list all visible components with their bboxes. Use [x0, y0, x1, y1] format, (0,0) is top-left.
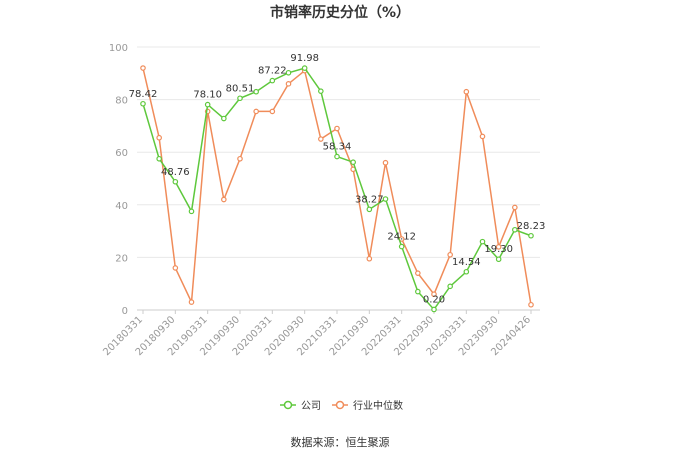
data-point [415, 288, 421, 295]
data-point [495, 244, 502, 250]
data-point [334, 153, 340, 160]
data-label: 24.12 [387, 232, 416, 243]
x-axis: 2018033120180930201903312019093020200331… [101, 309, 540, 358]
y-tick-label: 40 [115, 201, 128, 212]
y-axis: 0 20 40 60 80 100 [109, 43, 128, 317]
series-layer [140, 65, 534, 313]
data-point [204, 101, 211, 108]
legend-marker [283, 400, 293, 410]
data-point [431, 291, 437, 298]
data-point [447, 283, 453, 290]
data-point [318, 136, 324, 142]
data-point [269, 77, 276, 84]
data-label: 91.98 [290, 53, 319, 64]
data-point [156, 155, 162, 162]
data-point [528, 232, 534, 239]
data-label: 28.23 [517, 221, 546, 232]
data-point [479, 133, 486, 140]
y-tick-label: 80 [115, 96, 128, 107]
y-tick-label: 20 [115, 253, 128, 264]
data-point [382, 159, 389, 166]
data-point [495, 256, 502, 263]
data-point [463, 88, 470, 95]
legend-label: 公司 [301, 401, 321, 412]
data-point [188, 208, 195, 215]
chart-title: 市销率历史分位（%） [270, 4, 410, 21]
data-label: 0.20 [423, 294, 445, 305]
data-point [463, 268, 470, 275]
data-point [366, 255, 373, 262]
data-label: 48.76 [161, 167, 190, 178]
legend-item[interactable]: 行业中位数 [332, 399, 403, 412]
data-point [382, 196, 389, 202]
y-tick-label: 100 [109, 43, 128, 54]
data-point [334, 125, 340, 132]
data-point [398, 243, 405, 250]
data-point [285, 81, 292, 87]
legend-label: 行业中位数 [353, 399, 403, 412]
data-point [221, 196, 227, 203]
data-point [221, 115, 227, 122]
data-label: 78.10 [193, 90, 222, 101]
data-label: 19.30 [484, 244, 513, 255]
data-label: 78.42 [129, 89, 158, 100]
data-point [366, 206, 373, 213]
data-label: 87.22 [258, 66, 287, 77]
data-point [512, 204, 518, 211]
data-point [253, 108, 259, 115]
source-note: 数据来源：恒生聚源 [291, 435, 390, 449]
data-point [237, 155, 243, 162]
data-point [512, 226, 518, 233]
data-label: 14.54 [452, 257, 481, 268]
data-point [447, 251, 453, 258]
data-point [528, 301, 534, 308]
data-label: 80.51 [226, 83, 255, 94]
data-point [188, 299, 195, 305]
data-point [431, 306, 437, 313]
legend-item[interactable]: 公司 [280, 400, 321, 412]
data-point [172, 178, 179, 185]
y-tick-label: 60 [115, 148, 128, 159]
legend-marker [335, 400, 345, 410]
series-line [142, 67, 532, 305]
data-point [350, 159, 356, 165]
y-tick-label: 0 [122, 306, 128, 317]
data-point [318, 88, 324, 94]
data-point [140, 65, 146, 71]
data-point [479, 238, 486, 245]
data-point [140, 100, 146, 107]
data-point [301, 65, 308, 71]
gridlines [137, 46, 540, 311]
data-point [237, 95, 243, 102]
data-point [269, 108, 276, 115]
data-point [253, 88, 259, 95]
data-label: 58.34 [323, 142, 352, 153]
data-point [172, 265, 179, 271]
data-label: 38.27 [355, 194, 384, 205]
data-point [285, 69, 292, 76]
data-point [415, 270, 421, 276]
legend[interactable]: 公司 行业中位数 [280, 399, 403, 412]
data-point [156, 134, 162, 141]
